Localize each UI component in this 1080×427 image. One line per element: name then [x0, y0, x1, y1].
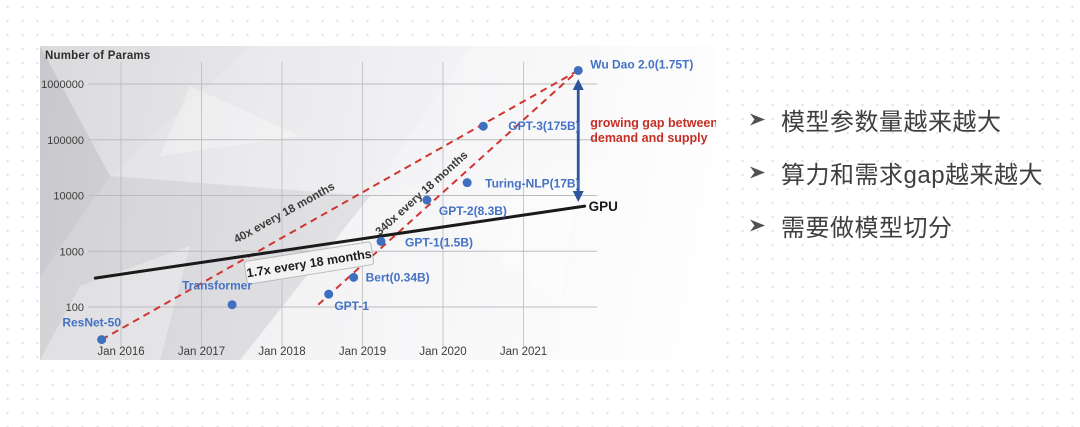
data-point: [349, 272, 359, 282]
y-tick-label: 100: [66, 302, 84, 314]
y-tick-label: 10000: [53, 191, 84, 203]
params-growth-chart: 1000000 100000 10000 1000 100 Jan 2016 Jan 201…: [40, 46, 716, 360]
point-label: Turing-NLP(17B): [485, 177, 579, 191]
chart-title: Number of Params: [45, 50, 151, 62]
bullet-item: 需要做模型切分: [748, 208, 1068, 243]
data-point: [376, 236, 386, 246]
x-tick-label: Jan 2018: [258, 346, 305, 358]
y-tick-label: 100000: [47, 135, 84, 147]
arrow-bullet-icon: [750, 219, 765, 232]
point-label: GPT-2(8.3B): [439, 204, 507, 218]
x-tick-label: Jan 2017: [178, 346, 225, 358]
key-points-list: 模型参数量越来越大 算力和需求gap越来越大 需要做模型切分: [748, 102, 1068, 261]
x-tick-label: Jan 2020: [419, 346, 466, 358]
point-label: ResNet-50: [62, 316, 121, 330]
point-label: Transformer: [182, 279, 252, 293]
gap-arrow-head-top: [572, 79, 584, 90]
bullet-text: 需要做模型切分: [781, 215, 953, 242]
bullet-item: 模型参数量越来越大: [748, 102, 1068, 137]
data-point: [462, 178, 472, 188]
data-point: [97, 335, 107, 345]
background-facet: [40, 176, 370, 360]
y-tick-label: 1000: [60, 246, 84, 258]
point-label: Bert(0.34B): [366, 270, 430, 284]
y-tick-label: 1000000: [41, 79, 84, 91]
bullet-item: 算力和需求gap越来越大: [748, 155, 1068, 190]
gpu-line-label: GPU: [589, 199, 618, 214]
background-facet: [40, 46, 250, 176]
data-point: [478, 121, 488, 131]
gpu-line: [93, 204, 587, 280]
arrow-bullet-icon: [750, 166, 765, 179]
data-point: [227, 300, 237, 310]
background-facet: [160, 86, 300, 156]
chart-canvas: 1000000 100000 10000 1000 100 Jan 2016 Jan 201…: [40, 46, 716, 360]
point-label: GPT-3(175B): [508, 119, 579, 133]
gap-arrow-head-bottom: [572, 191, 584, 202]
bullet-text: 模型参数量越来越大: [781, 109, 1002, 136]
arrow-bullet-icon: [750, 113, 765, 126]
trend-line: [317, 69, 579, 306]
point-label: GPT-1: [334, 299, 369, 313]
x-tick-label: Jan 2019: [339, 346, 386, 358]
gap-annotation: growing gap between demand and supply: [590, 116, 716, 145]
background-facet: [240, 136, 716, 360]
point-label: GPT-1(1.5B): [405, 235, 473, 249]
data-point: [422, 195, 432, 205]
x-tick-label: Jan 2016: [97, 346, 144, 358]
point-label: Wu Dao 2.0(1.75T): [590, 57, 693, 71]
ribbon-banner: [243, 241, 375, 285]
background-facet: [460, 166, 580, 306]
data-point: [324, 289, 334, 299]
background-facet: [40, 46, 110, 276]
x-tick-label: Jan 2021: [500, 346, 547, 358]
data-point: [573, 65, 583, 75]
trend-line: [101, 69, 579, 341]
background-facet: [40, 246, 190, 360]
bullet-text: 算力和需求gap越来越大: [781, 162, 1044, 189]
